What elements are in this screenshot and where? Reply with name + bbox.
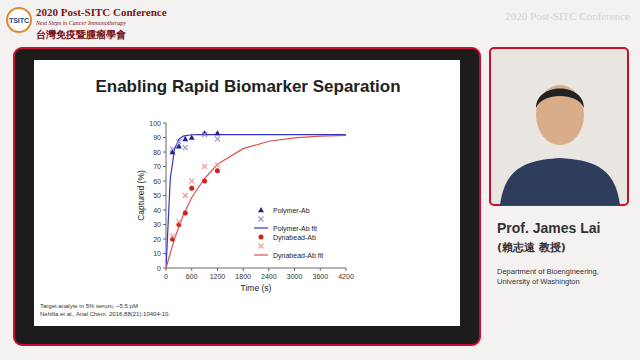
x-tick <box>268 268 269 271</box>
x-axis-label: Time (s) <box>241 283 272 293</box>
annotation: Nehilla et al., Anal Chem. 2016;88(21):1… <box>40 311 170 317</box>
y-tick <box>163 224 166 225</box>
data-point <box>189 186 194 191</box>
logo-ring <box>7 8 31 32</box>
x-tick <box>217 268 218 271</box>
page: TSITC 2020 Post-SITC Conference Next Steps… <box>0 0 640 360</box>
y-tick-label: 10 <box>153 250 161 257</box>
y-tick-label: 80 <box>153 149 161 156</box>
y-tick-label: 60 <box>153 178 161 185</box>
data-point <box>202 132 207 137</box>
data-point <box>202 179 207 184</box>
x-tick-label: 2400 <box>261 273 277 280</box>
data-point <box>189 179 194 184</box>
y-tick-label: 70 <box>153 163 161 170</box>
video-frame <box>14 48 480 345</box>
data-point <box>176 219 181 224</box>
x-tick-label: 0 <box>164 273 168 280</box>
background <box>0 0 640 360</box>
data-point <box>215 168 220 173</box>
speaker-video <box>490 48 628 205</box>
x-tick-label: 1800 <box>235 273 251 280</box>
y-tick-label: 30 <box>153 221 161 228</box>
y-tick <box>163 166 166 167</box>
data-point <box>182 136 188 141</box>
data-point <box>183 193 188 198</box>
header-chinese: 台灣免疫暨腫瘤學會 <box>36 29 127 40</box>
y-tick <box>163 253 166 254</box>
plot-area <box>166 130 346 268</box>
data-point <box>189 135 195 140</box>
x-axis <box>166 268 346 269</box>
y-tick-label: 0 <box>157 265 161 272</box>
legend-swatch <box>258 207 264 212</box>
y-tick <box>163 152 166 153</box>
y-tick <box>163 181 166 182</box>
legend-label: Polymer-Ab <box>273 207 310 215</box>
speaker-body <box>500 158 620 205</box>
speaker-affiliation: University of Washington <box>497 277 580 286</box>
data-point <box>170 234 175 239</box>
y-axis-label: Captured (%) <box>136 170 146 221</box>
y-tick-label: 20 <box>153 236 161 243</box>
x-tick <box>166 268 167 271</box>
y-tick <box>163 195 166 196</box>
x-tick <box>243 268 244 271</box>
y-tick <box>163 137 166 138</box>
y-tick-label: 50 <box>153 192 161 199</box>
speaker-hair <box>536 89 584 109</box>
x-tick <box>346 268 347 271</box>
legend-swatch <box>259 244 264 249</box>
data-point <box>215 136 220 141</box>
header-title: 2020 Post-SITC Conference <box>36 6 167 18</box>
x-tick-label: 600 <box>186 273 198 280</box>
x-tick-label: 4200 <box>338 273 354 280</box>
legend-swatch <box>254 227 268 228</box>
logo-text: TSITC <box>9 17 29 24</box>
legend-label: Polymer-Ab fit <box>273 225 317 233</box>
chart-title: Enabling Rapid Biomarker Separation <box>95 77 400 96</box>
annotation: Target analyte in 5% serum, ~5.5 pM <box>40 303 138 309</box>
legend-swatch <box>254 254 268 255</box>
slide <box>34 60 460 326</box>
fit-line <box>166 135 346 268</box>
x-tick <box>294 268 295 271</box>
y-tick-label: 100 <box>149 120 161 127</box>
y-tick-label: 40 <box>153 207 161 214</box>
x-tick-label: 3000 <box>287 273 303 280</box>
data-point <box>183 145 188 150</box>
y-tick-label: 90 <box>153 134 161 141</box>
y-tick <box>163 123 166 124</box>
x-tick <box>191 268 192 271</box>
speaker-name: Prof. James Lai <box>497 220 601 236</box>
x-tick-label: 1200 <box>210 273 226 280</box>
legend-label: Dynabead-Ab fit <box>273 252 323 260</box>
x-tick <box>320 268 321 271</box>
y-tick <box>163 239 166 240</box>
data-point <box>176 139 181 144</box>
data-point <box>215 163 220 168</box>
y-tick <box>163 268 166 269</box>
data-point <box>170 147 175 152</box>
fit-line <box>166 135 346 268</box>
data-point <box>183 210 188 215</box>
data-point <box>214 130 220 135</box>
legend-label: Dynabead-Ab <box>273 234 316 242</box>
speaker-head <box>536 85 584 145</box>
legend-swatch <box>259 235 264 240</box>
x-tick-label: 3600 <box>312 273 328 280</box>
speaker-chinese-name: (賴志遠 教授) <box>497 241 566 254</box>
watermark: 2020 Post-SITC Conference <box>505 10 630 22</box>
speaker-affiliation: Department of Bioengineering, <box>497 267 599 276</box>
header-subtitle: Next Steps in Cancer Immunotherapy <box>35 20 126 26</box>
y-tick <box>163 210 166 211</box>
data-point <box>202 164 207 169</box>
legend-swatch <box>259 217 264 222</box>
